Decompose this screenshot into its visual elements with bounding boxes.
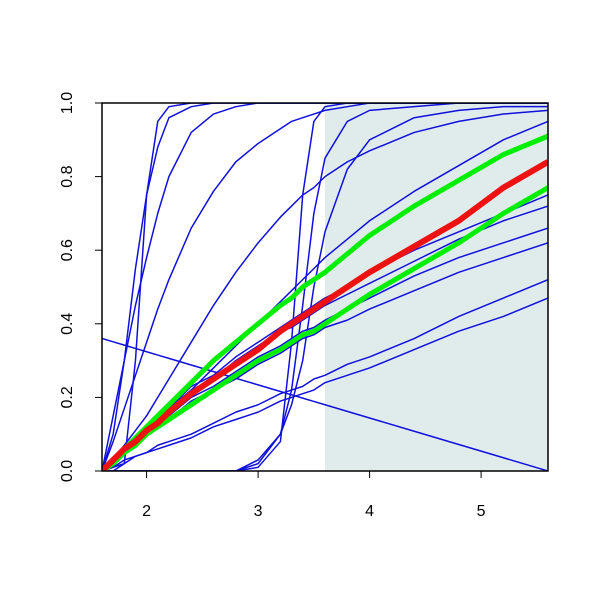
series-line (102, 159, 548, 471)
series-line (102, 103, 548, 471)
series-line (102, 103, 548, 471)
y-tick-label: 0.4 (59, 313, 76, 335)
x-tick-label: 3 (254, 503, 263, 520)
y-tick-label: 0.6 (59, 239, 76, 261)
x-tick-label: 5 (477, 503, 486, 520)
series-line (102, 103, 548, 471)
x-tick-label: 4 (365, 503, 374, 520)
y-tick-label: 0.2 (59, 386, 76, 408)
series-line (102, 103, 548, 471)
y-tick-label: 0.8 (59, 165, 76, 187)
series-line (102, 278, 548, 471)
y-tick-label: 1.0 (59, 92, 76, 114)
x-tick-label: 2 (142, 503, 151, 520)
y-tick-label: 0.0 (59, 460, 76, 482)
plot-frame (101, 102, 549, 472)
series-line (102, 109, 548, 471)
series-line (102, 337, 548, 471)
series-line (102, 105, 548, 471)
shaded-region (325, 103, 548, 471)
series-line (102, 103, 548, 471)
plot-area (102, 103, 548, 471)
